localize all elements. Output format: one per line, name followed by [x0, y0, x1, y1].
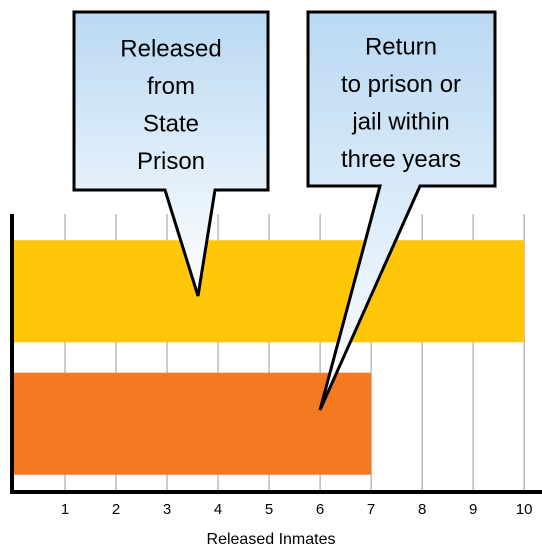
x-tick-label: 7 — [367, 501, 375, 518]
callout-text: State — [143, 110, 199, 137]
callout-text: jail within — [351, 108, 449, 135]
callout-text: to prison or — [341, 71, 461, 98]
plot-area — [14, 214, 525, 492]
x-tick-label: 8 — [418, 501, 426, 518]
x-tick-label: 4 — [214, 501, 222, 518]
callouts: Released from State Prison Return to prison o… — [72, 10, 497, 411]
x-tick-label: 5 — [265, 501, 273, 518]
x-tick-label: 9 — [469, 501, 477, 518]
callout-text: Prison — [137, 148, 205, 175]
x-tick-label: 6 — [316, 501, 324, 518]
bar — [14, 240, 525, 343]
x-tick-label: 2 — [112, 501, 120, 518]
x-axis-label: Released Inmates — [207, 531, 336, 548]
callout-text: Released — [120, 35, 221, 62]
callout-text: from — [147, 73, 195, 100]
bar — [14, 372, 372, 475]
x-tick-label: 3 — [163, 501, 171, 518]
callout-text: Return — [365, 33, 437, 60]
callout-box — [72, 10, 270, 297]
callout-box — [306, 10, 497, 411]
x-tick-label: 1 — [61, 501, 69, 518]
x-tick-label: 10 — [516, 501, 533, 518]
callout-text: three years — [341, 146, 461, 173]
